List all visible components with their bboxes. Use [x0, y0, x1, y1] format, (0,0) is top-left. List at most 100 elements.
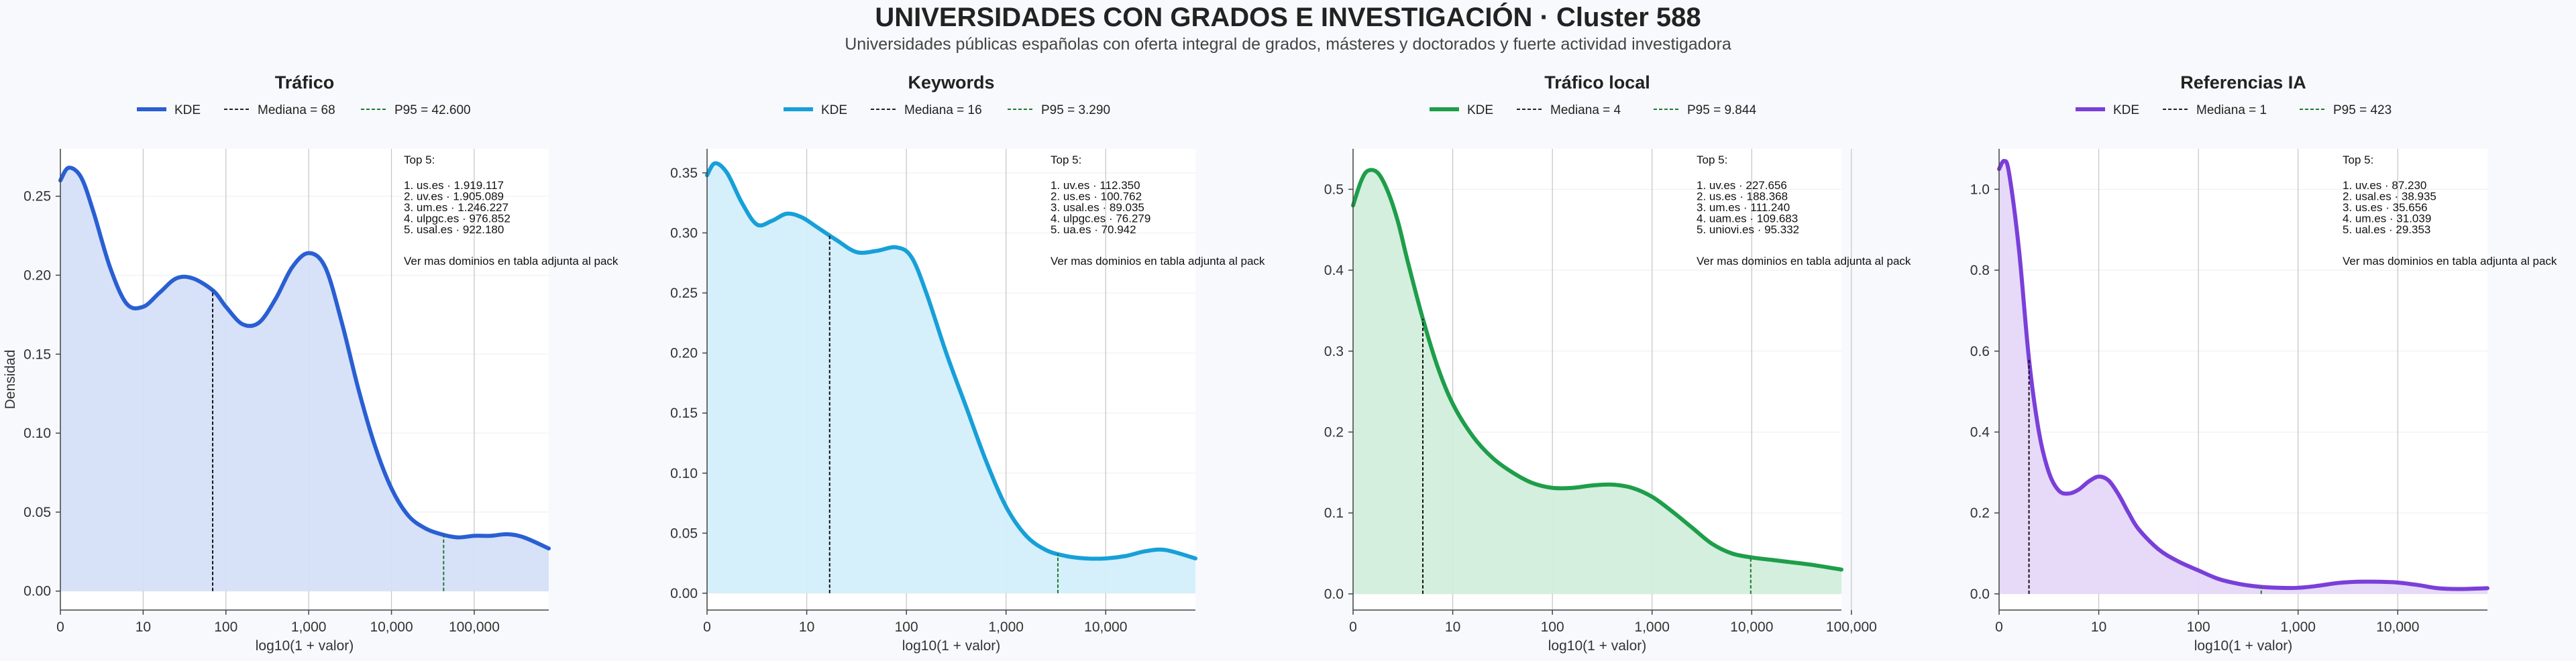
panel-3-legend-median-label: Mediana = 4	[1550, 103, 1621, 117]
panel-3-y-tick-label: 0.0	[1324, 587, 1344, 602]
panel-1-legend-p95-label: P95 = 42.600	[394, 103, 471, 117]
page-title: UNIVERSIDADES CON GRADOS E INVESTIGACIÓN…	[875, 3, 1701, 32]
panel-2-x-tick-label: 10	[799, 619, 814, 635]
panel-3-legend-p95-label: P95 = 9.844	[1687, 103, 1756, 117]
panel-3-top5-item: 5. uniovi.es · 95.332	[1697, 223, 1799, 236]
panel-2-x-tick-label: 100	[895, 619, 918, 635]
panel-2-y-tick-label: 0.15	[670, 406, 698, 421]
panel-1-y-tick-label: 0.00	[23, 584, 51, 599]
panel-3-chart: Tráfico local KDE Mediana = 4 P95 = 9.844 0.…	[1324, 72, 1911, 654]
panel-4-y-tick-label: 0.4	[1970, 424, 1990, 440]
panel-4-top5-note: Ver mas dominios en tabla adjunta al pac…	[2343, 255, 2557, 267]
panel-2-y-tick-label: 0.00	[670, 586, 698, 601]
panel-4-kde-line	[1997, 159, 2489, 591]
panel-3-top5-item: 2. us.es · 188.368	[1697, 190, 1788, 203]
panel-1-top5-heading: Top 5:	[404, 154, 435, 166]
panel-4-y-tick-label: 0.2	[1970, 505, 1990, 521]
panel-1-x-tick-label: 10	[136, 619, 151, 635]
panel-2-top5-note: Ver mas dominios en tabla adjunta al pac…	[1051, 255, 1265, 267]
panel-2-y-tick-label: 0.35	[670, 166, 698, 181]
panel-1-y-tick-label: 0.20	[23, 267, 51, 283]
panel-1-chart: Tráfico KDE Mediana = 68 P95 = 42.600 0.00 0.…	[3, 72, 619, 654]
panel-1-y-tick-label: 0.05	[23, 505, 51, 520]
panel-2-legend-kde-label: KDE	[821, 103, 847, 117]
panel-2-x-tick-label: 10,000	[1084, 619, 1127, 635]
panel-4-y-tick-label: 0.6	[1970, 344, 1990, 359]
panel-1-y-tick-label: 0.15	[23, 347, 51, 362]
panel-3-y-tick-label: 0.3	[1324, 344, 1344, 359]
panel-3-x-tick-label: 1,000	[1634, 619, 1670, 635]
panel-3-top5-item: 4. uam.es · 109.683	[1697, 213, 1798, 225]
panel-1-kde-line	[58, 166, 551, 551]
panel-1-x-axis-label: log10(1 + valor)	[256, 638, 354, 654]
panel-2-top5-item: 2. us.es · 100.762	[1051, 190, 1142, 203]
panel-4-x-tick-label: 0	[1995, 619, 2003, 635]
panel-1-top5-item: 5. usal.es · 922.180	[404, 223, 504, 236]
panel-3-top5-item: 1. uv.es · 227.656	[1697, 179, 1787, 192]
panel-3-y-tick-label: 0.4	[1324, 263, 1344, 278]
panel-4-x-axis-label: log10(1 + valor)	[2194, 638, 2293, 654]
panel-2-legend-median-label: Mediana = 16	[904, 103, 982, 117]
panel-1-y-tick-label: 0.10	[23, 426, 51, 441]
panel-2-y-tick-label: 0.10	[670, 466, 698, 481]
panel-3-top5-note: Ver mas dominios en tabla adjunta al pac…	[1697, 255, 1911, 267]
panel-3-kde-area	[1353, 170, 1841, 594]
panel-4-y-tick-label: 0.0	[1970, 587, 1990, 602]
panel-3-kde-line	[1351, 168, 1843, 572]
panel-3-legend-kde-label: KDE	[1467, 103, 1493, 117]
panel-4-x-tick-label: 100	[2187, 619, 2210, 635]
panel-1-x-tick-label: 0	[56, 619, 64, 635]
panel-3-y-tick-label: 0.1	[1324, 505, 1344, 521]
panel-2-x-tick-label: 1,000	[988, 619, 1024, 635]
panel-3-top5-heading: Top 5:	[1697, 154, 1727, 166]
panel-1-top5-item: 4. ulpgc.es · 976.852	[404, 213, 511, 225]
panel-4-title: Referencias IA	[2180, 72, 2306, 93]
panel-2-y-tick-label: 0.20	[670, 346, 698, 361]
panel-3-x-tick-label: 10	[1445, 619, 1460, 635]
panel-3-x-tick-label: 100,000	[1826, 619, 1877, 635]
panel-4-legend-median-label: Mediana = 1	[2196, 103, 2267, 117]
panel-2-y-tick-label: 0.05	[670, 526, 698, 541]
panel-4-legend-kde-label: KDE	[2113, 103, 2139, 117]
panel-4-x-tick-label: 1,000	[2280, 619, 2316, 635]
panel-1-title: Tráfico	[275, 72, 335, 93]
panel-2-y-tick-label: 0.25	[670, 286, 698, 301]
panel-4-top5-item: 3. us.es · 35.656	[2343, 201, 2428, 214]
panel-4-y-tick-label: 0.8	[1970, 263, 1990, 278]
panel-1-legend-kde-label: KDE	[174, 103, 201, 117]
panel-4-kde-area	[1999, 161, 2487, 594]
panel-2-chart: Keywords KDE Mediana = 16 P95 = 3.290 0.00 0.…	[670, 72, 1265, 654]
panel-3-x-axis-label: log10(1 + valor)	[1548, 638, 1647, 654]
panel-4-chart: Referencias IA KDE Mediana = 1 P95 = 423 0.0…	[1970, 72, 2557, 654]
panel-4-top5-heading: Top 5:	[2343, 154, 2373, 166]
panel-1-x-tick-label: 10,000	[370, 619, 413, 635]
panel-1-kde-area	[60, 168, 549, 591]
panel-1-y-tick-label: 0.25	[23, 189, 51, 204]
panel-4-x-tick-label: 10,000	[2376, 619, 2419, 635]
panel-1-y-axis-label: Densidad	[3, 350, 18, 410]
panel-2-legend-p95-label: P95 = 3.290	[1041, 103, 1110, 117]
panel-1-top5-item: 3. um.es · 1.246.227	[404, 201, 508, 214]
panel-3-x-tick-label: 10,000	[1730, 619, 1773, 635]
panel-4-top5-item: 1. uv.es · 87.230	[2343, 179, 2426, 192]
panel-3-y-tick-label: 0.5	[1324, 182, 1344, 197]
panel-3-x-tick-label: 0	[1349, 619, 1357, 635]
panel-2-top5-item: 4. ulpgc.es · 76.279	[1051, 213, 1150, 225]
panel-4-top5-item: 4. um.es · 31.039	[2343, 213, 2431, 225]
panel-4-top5-item: 5. ual.es · 29.353	[2343, 223, 2430, 236]
panel-2-top5-item: 1. uv.es · 112.350	[1051, 179, 1140, 192]
panel-3-y-tick-label: 0.2	[1324, 424, 1344, 440]
panel-2-top5-heading: Top 5:	[1051, 154, 1081, 166]
panel-3-top5-item: 3. um.es · 111.240	[1697, 201, 1790, 214]
panel-1-top5-note: Ver mas dominios en tabla adjunta al pac…	[404, 255, 619, 267]
panel-2-x-axis-label: log10(1 + valor)	[902, 638, 1001, 654]
panel-1-top5-item: 1. us.es · 1.919.117	[404, 179, 504, 192]
panel-2-title: Keywords	[908, 72, 994, 93]
panel-2-y-tick-label: 0.30	[670, 225, 698, 241]
panel-1-x-tick-label: 1,000	[291, 619, 327, 635]
panel-3-title: Tráfico local	[1544, 72, 1650, 93]
panel-2-top5-item: 5. ua.es · 70.942	[1051, 223, 1136, 236]
panel-4-top5-item: 2. usal.es · 38.935	[2343, 190, 2436, 203]
page-subtitle: Universidades públicas españolas con ofe…	[845, 35, 1731, 54]
